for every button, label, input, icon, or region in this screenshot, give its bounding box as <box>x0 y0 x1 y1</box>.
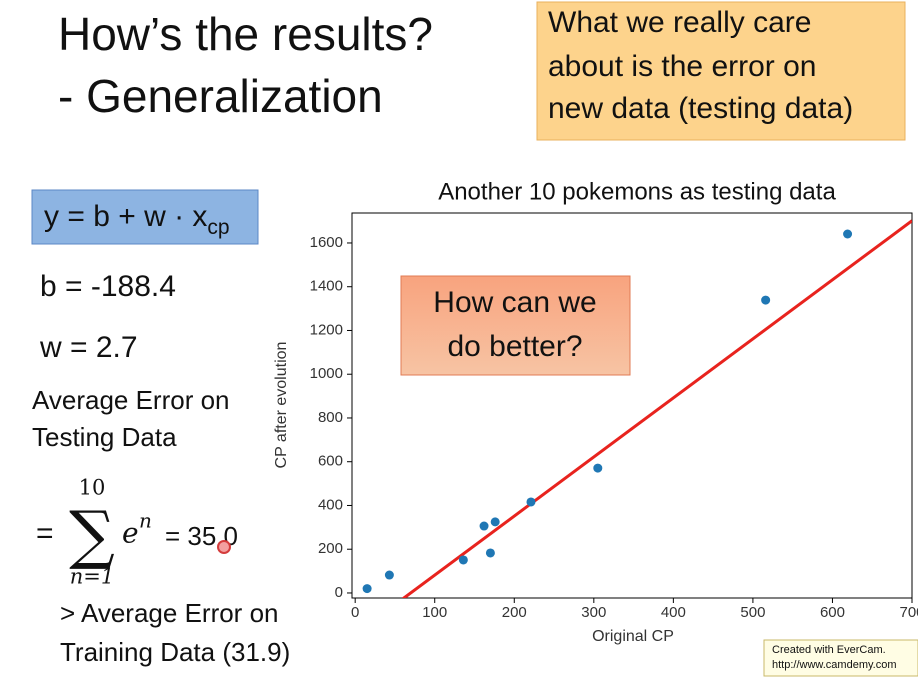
sum-term: e <box>122 517 139 550</box>
formula: y = b + w · xcp <box>44 200 230 239</box>
comparison: > Average Error on <box>60 598 279 628</box>
plot-frame <box>351 212 913 599</box>
x-tick-label: 400 <box>661 604 686 621</box>
watermark: Created with EverCam. <box>772 644 886 656</box>
y-tick-label: 1600 <box>310 234 343 251</box>
x-tick-label: 100 <box>422 604 447 621</box>
data-point <box>490 517 500 527</box>
note-box <box>536 1 906 141</box>
note-text: What we really care <box>548 6 811 39</box>
sum-lower: n=1 <box>70 565 114 589</box>
watermark: http://www.camdemy.com <box>772 659 897 671</box>
x-axis-label: Original CP <box>592 628 674 645</box>
note-text: about is the error on <box>548 50 817 83</box>
y-tick-label: 1400 <box>310 278 343 295</box>
formula-subscript: cp <box>207 216 229 239</box>
plot: 0 100 200 300 400 500 600 700 0 200 400 600 800 1000 1… <box>310 219 918 621</box>
data-point <box>384 570 394 580</box>
sum-exponent: n <box>139 509 152 533</box>
data-point <box>479 521 489 531</box>
x-tick-label: 500 <box>740 604 765 621</box>
cursor <box>217 540 231 554</box>
sum-symbol: ∑ <box>69 499 115 573</box>
y-tick-label: 400 <box>318 496 343 513</box>
slide-title: - Generalization <box>58 70 383 122</box>
y-axis-label: CP after evolution <box>273 342 290 469</box>
callout-box <box>400 275 631 376</box>
data-point <box>362 584 372 594</box>
formula-main: y = b + w · x <box>44 200 207 233</box>
x-tick-label: 300 <box>581 604 606 621</box>
weight: w = 2.7 <box>39 331 138 364</box>
y-tick-label: 0 <box>335 584 343 601</box>
fit-line <box>402 219 912 598</box>
note-text: new data (testing data) <box>548 92 853 125</box>
y-tick-label: 600 <box>318 453 343 470</box>
data-point <box>458 555 468 565</box>
formula-box <box>31 189 259 245</box>
data-point <box>526 497 536 507</box>
x-tick-label: 600 <box>820 604 845 621</box>
bias: b = -188.4 <box>40 270 176 303</box>
data-point <box>485 548 495 558</box>
y-tick-label: 1200 <box>310 321 343 338</box>
slide-title: How’s the results? <box>58 8 433 60</box>
x-tick-label: 200 <box>502 604 527 621</box>
watermark-box <box>763 639 918 677</box>
callout-text: How can we <box>433 286 596 319</box>
error-heading: Testing Data <box>32 422 177 452</box>
y-tick-label: 1000 <box>310 365 343 382</box>
y-tick-label: 200 <box>318 540 343 557</box>
error-heading: Average Error on <box>32 385 230 415</box>
data-point <box>593 463 603 473</box>
x-tick-label: 0 <box>351 604 359 621</box>
comparison: Training Data (31.9) <box>60 637 290 667</box>
x-tick-label: 700 <box>899 604 918 621</box>
sum-upper: 10 <box>79 476 106 500</box>
chart-title: Another 10 pokemons as testing data <box>438 178 836 205</box>
callout-text: do better? <box>447 330 582 363</box>
data-point <box>843 229 853 239</box>
sum-equals: = <box>36 517 54 550</box>
y-tick-label: 800 <box>318 409 343 426</box>
data-point <box>761 295 771 305</box>
